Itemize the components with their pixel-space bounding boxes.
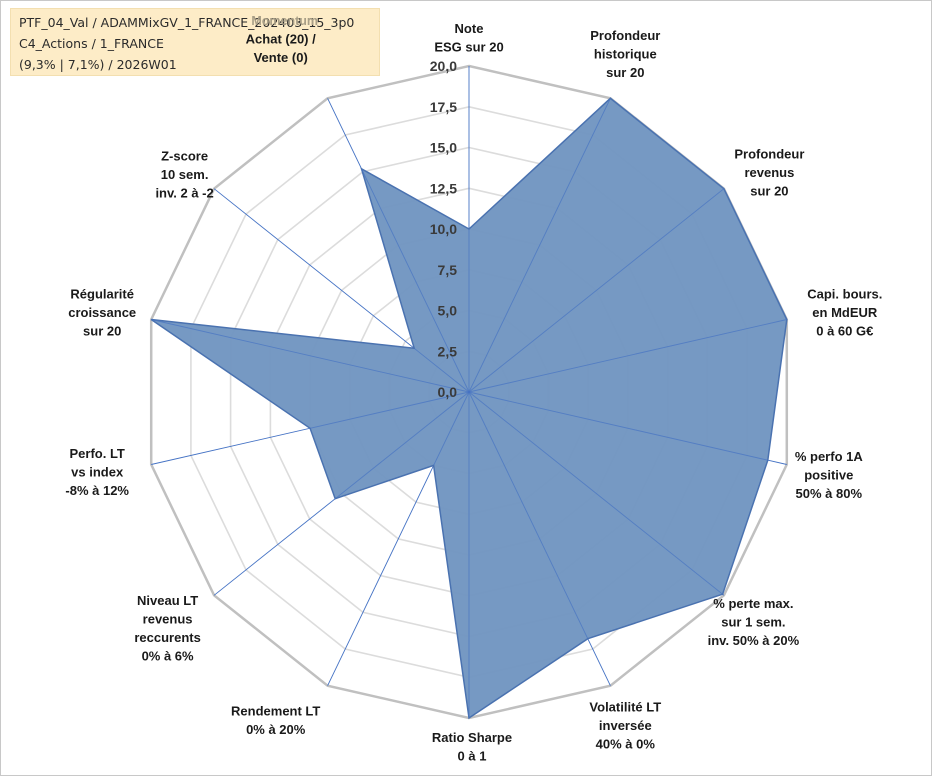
axis-spoke-inner	[334, 391, 470, 500]
tick-label: 15,0	[430, 140, 457, 156]
tick-label: 2,5	[438, 343, 458, 359]
axis-spoke-inner	[468, 391, 723, 595]
axis-spoke-inner	[468, 319, 787, 393]
axis-spoke-inner	[361, 168, 470, 393]
axis-label: Niveau LT revenus reccurents 0% à 6%	[134, 593, 200, 664]
tick-label: 0,0	[438, 384, 458, 400]
axis-label: % perfo 1A positive 50% à 80%	[795, 449, 864, 501]
axis-label: Volatilité LT inversée 40% à 0%	[589, 700, 661, 752]
tick-label: 5,0	[438, 303, 458, 319]
radar-series	[150, 97, 788, 720]
tick-label: 12,5	[430, 180, 457, 196]
tick-label: 10,0	[430, 221, 457, 237]
axis-spoke-inner	[433, 391, 470, 466]
axis-label: % perte max. sur 1 sem. inv. 50% à 20%	[708, 596, 800, 648]
axis-label: Perfo. LT vs index -8% à 12%	[65, 446, 129, 498]
axis-label: Note ESG sur 20	[434, 21, 503, 55]
axis-spoke-inner	[468, 391, 589, 639]
info-line-category: C4_Actions / 1_FRANCE	[19, 36, 164, 51]
tick-label: 20,0	[430, 58, 457, 74]
tick-label: 17,5	[430, 99, 457, 115]
axis-label: Achat (20) / Vente (0)	[246, 32, 316, 66]
inner-spokes	[151, 98, 787, 718]
axis-label: Capi. bours. en MdEUR 0 à 60 G€	[807, 287, 882, 339]
axis-spoke-inner	[309, 391, 470, 429]
axis-spoke-inner	[151, 319, 470, 393]
axis-spoke-inner	[468, 391, 768, 461]
tick-label: 7,5	[438, 262, 458, 278]
axis-spoke-inner	[468, 98, 611, 393]
info-line-stats: (9,3% | 7,1%) / 2026W01	[19, 57, 177, 72]
radial-tick-labels: 0,0 2,5 5,0 7,5 10,0 12,5 15,0 17,5 20,0	[430, 58, 457, 400]
axis-spoke-inner	[413, 347, 470, 393]
info-box: PTF_04_Val / ADAMMixGV_1_FRANCE_202403_1…	[10, 8, 380, 76]
axis-labels: Note ESG sur 20 Profondeur historique sur 20…	[65, 14, 882, 764]
axis-label: Rendement LT 0% à 20%	[231, 704, 320, 738]
axis-label: Régularité croissance sur 20	[68, 287, 136, 339]
axis-spoke-inner	[468, 188, 725, 393]
momentum-label: Momentum	[251, 14, 318, 28]
axis-label: Z-score 10 sem. inv. 2 à -2	[155, 149, 213, 201]
info-line-portfolio: PTF_04_Val / ADAMMixGV_1_FRANCE_202403_1…	[19, 15, 355, 30]
axis-label: Profondeur revenus sur 20	[734, 147, 804, 199]
axis-label: Profondeur historique sur 20	[590, 28, 660, 80]
axis-label: Ratio Sharpe 0 à 1	[432, 730, 512, 764]
